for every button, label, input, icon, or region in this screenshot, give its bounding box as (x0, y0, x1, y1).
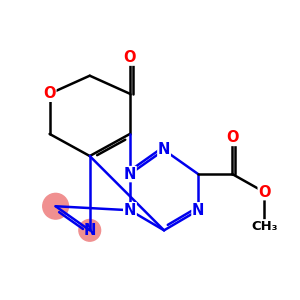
Circle shape (43, 194, 68, 219)
Text: O: O (124, 50, 136, 65)
Text: O: O (226, 130, 238, 146)
Circle shape (79, 220, 100, 241)
Text: N: N (192, 203, 204, 218)
Text: N: N (124, 167, 136, 182)
Text: N: N (84, 223, 96, 238)
Text: CH₃: CH₃ (251, 220, 278, 233)
Text: O: O (43, 86, 56, 101)
Text: N: N (124, 203, 136, 218)
Text: O: O (258, 185, 271, 200)
Text: N: N (158, 142, 170, 158)
